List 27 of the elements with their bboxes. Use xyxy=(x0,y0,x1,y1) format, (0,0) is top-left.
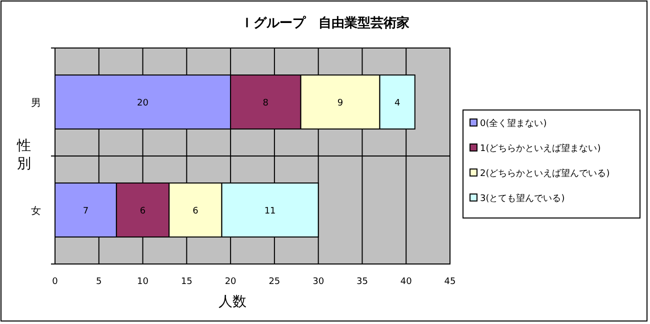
legend-label: 3(とても望んでいる) xyxy=(480,193,565,204)
legend-label: 2(どちらかといえば望んでいる) xyxy=(480,168,610,179)
x-tick-label: 20 xyxy=(224,277,237,287)
data-label: 7 xyxy=(82,206,89,216)
x-tick-label: 5 xyxy=(96,277,102,287)
y-tick-label: 女 xyxy=(31,205,41,217)
x-tick-label: 15 xyxy=(180,277,192,287)
data-label: 9 xyxy=(337,98,344,108)
y-tick-label: 男 xyxy=(31,98,41,109)
data-label: 8 xyxy=(262,98,269,108)
legend-label: 1(どちらかといえば望まない) xyxy=(480,143,601,154)
data-label: 20 xyxy=(137,98,149,108)
x-tick-label: 10 xyxy=(137,277,149,287)
data-label: 6 xyxy=(140,206,146,216)
legend-label: 0(全く望まない) xyxy=(480,118,547,129)
x-tick-label: 30 xyxy=(312,277,324,287)
data-label: 4 xyxy=(394,98,400,108)
data-label: 6 xyxy=(192,206,199,216)
x-tick-label: 0 xyxy=(52,277,58,287)
chart-title: Ｉグループ 自由業型芸術家 xyxy=(240,15,410,31)
x-tick-label: 25 xyxy=(268,277,280,287)
data-label: 11 xyxy=(264,206,276,216)
y-axis-title: 性別 xyxy=(16,138,31,172)
x-tick-label: 35 xyxy=(356,277,368,287)
x-tick-label: 45 xyxy=(444,277,456,287)
x-axis-title: 人数 xyxy=(218,294,246,310)
x-tick-label: 40 xyxy=(400,277,412,287)
